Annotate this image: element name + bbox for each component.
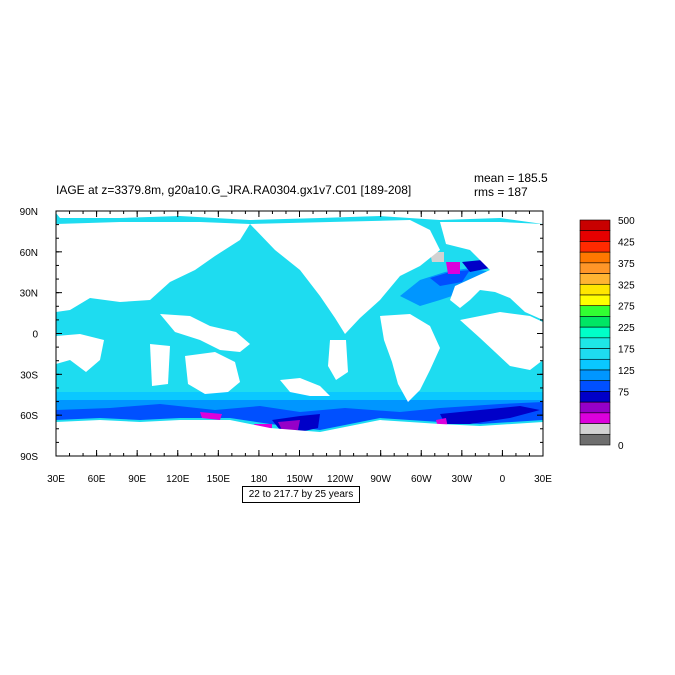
- colorbar-label: 125: [618, 366, 635, 377]
- colorbar-swatch: [579, 219, 611, 232]
- southern-band-deep: [56, 402, 543, 430]
- lon-tick-label: 120W: [327, 474, 354, 485]
- colorbar-swatch: [579, 433, 611, 446]
- colorbar-label: 275: [618, 302, 635, 313]
- colorbar-swatch: [579, 305, 611, 317]
- colorbar-label: 225: [618, 323, 635, 334]
- colorbar-swatch: [579, 241, 611, 253]
- colorbar-swatch: [579, 251, 611, 264]
- map-field: [56, 211, 543, 456]
- colorbar-label: 425: [618, 237, 635, 248]
- lat-tick-label: 90N: [20, 207, 38, 218]
- lon-tick-label: 120E: [166, 474, 190, 485]
- map-title: IAGE at z=3379.8m, g20a10.G_JRA.RA0304.g…: [56, 183, 412, 197]
- lat-tick-label: 0: [32, 330, 38, 341]
- colorbar-swatch: [579, 273, 611, 285]
- colorbar-label: 325: [618, 280, 635, 291]
- mean-value: mean = 185.5: [474, 171, 548, 185]
- contour-range-label: 22 to 217.7 by 25 years: [242, 486, 360, 503]
- lat-tick-label: 90S: [20, 452, 38, 463]
- colorbar-swatch: [579, 401, 611, 414]
- colorbar-swatch: [579, 316, 611, 328]
- nordic-magenta: [446, 262, 460, 274]
- lat-axis: 90N 60N 30N 0 30S 60S 90S: [20, 207, 543, 463]
- lon-tick-label: 180: [251, 474, 268, 485]
- colorbar-swatch: [579, 380, 611, 392]
- colorbar-swatch: [579, 391, 611, 403]
- lat-tick-label: 60S: [20, 411, 38, 422]
- lon-tick-label: 150E: [207, 474, 231, 485]
- lon-tick-label: 60E: [88, 474, 106, 485]
- colorbar-label: 75: [618, 387, 630, 398]
- land-mask: [56, 211, 543, 456]
- rms-value: rms = 187: [474, 185, 528, 199]
- colorbar-swatch: [579, 423, 611, 435]
- lon-tick-label: 30W: [452, 474, 473, 485]
- lon-axis: 30E 60E 90E 120E 150E 180 150W 120W 90W 60W 30W 0 30…: [47, 211, 552, 485]
- colorbar-swatch: [579, 294, 611, 307]
- colorbar-swatch: [579, 283, 611, 296]
- colorbar-swatch: [579, 369, 611, 382]
- lon-tick-label: 150W: [286, 474, 313, 485]
- colorbar-label: 175: [618, 345, 635, 356]
- colorbar-swatch: [579, 337, 611, 349]
- colorbar: 500 425 375 325 275 225 175 125 75 0: [579, 216, 635, 452]
- adelie-magenta: [200, 412, 222, 420]
- lat-tick-label: 30N: [20, 289, 38, 300]
- colorbar-swatch: [579, 326, 611, 339]
- colorbar-swatch: [579, 358, 611, 371]
- ross-sea-purple: [278, 420, 300, 430]
- colorbar-label: 500: [618, 216, 635, 227]
- lat-tick-label: 60N: [20, 248, 38, 259]
- lon-tick-label: 30E: [47, 474, 65, 485]
- weddell-deep: [440, 406, 540, 424]
- colorbar-swatch: [579, 262, 611, 274]
- colorbar-label: 0: [618, 441, 624, 452]
- lon-tick-label: 90W: [370, 474, 391, 485]
- lon-tick-label: 60W: [411, 474, 432, 485]
- colorbar-label: 375: [618, 259, 635, 270]
- north-atlantic-light: [400, 268, 490, 306]
- colorbar-swatch: [579, 230, 611, 242]
- colorbar-swatch: [579, 412, 611, 424]
- colorbar-swatch: [579, 348, 611, 360]
- lon-tick-label: 0: [500, 474, 506, 485]
- lat-tick-label: 30S: [20, 370, 38, 381]
- lon-tick-label: 30E: [534, 474, 552, 485]
- lon-tick-label: 90E: [128, 474, 146, 485]
